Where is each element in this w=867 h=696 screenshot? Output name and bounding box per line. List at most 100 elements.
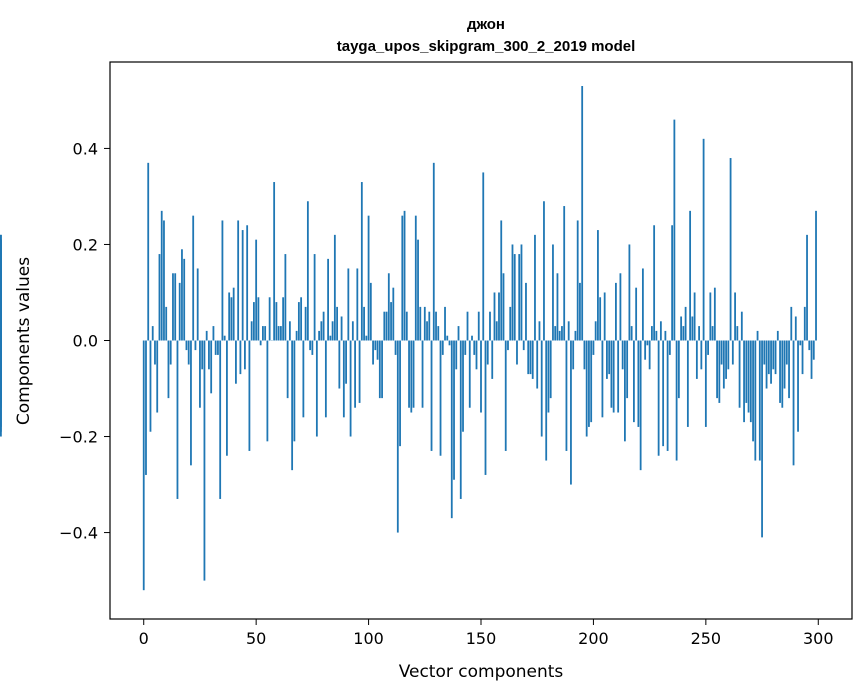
- bar: [340, 316, 343, 341]
- bar: [441, 340, 444, 355]
- bar: [223, 335, 226, 341]
- bar: [570, 340, 572, 485]
- bar: [347, 268, 350, 341]
- bar: [815, 210, 817, 341]
- bar: [210, 340, 213, 394]
- bar: [482, 172, 485, 341]
- bar: [446, 335, 449, 341]
- bar: [812, 340, 815, 360]
- bar: [799, 340, 802, 346]
- y-axis-label: Components values: [14, 257, 34, 425]
- bar: [621, 340, 624, 370]
- bar: [745, 340, 748, 403]
- bar: [707, 340, 709, 355]
- bar: [0, 234, 2, 341]
- bar: [219, 340, 222, 499]
- bar: [235, 340, 237, 384]
- bar: [567, 321, 570, 341]
- bar: [277, 326, 280, 341]
- bar: [543, 201, 545, 341]
- bar: [345, 340, 347, 384]
- bar: [797, 340, 799, 432]
- bar: [754, 340, 757, 461]
- bar: [693, 292, 696, 341]
- bar: [360, 182, 363, 341]
- bar: [437, 326, 440, 341]
- bar: [720, 340, 723, 365]
- bar: [738, 340, 741, 408]
- bar: [262, 326, 264, 341]
- bar: [342, 340, 345, 418]
- bar: [264, 326, 267, 341]
- bar: [387, 273, 390, 341]
- bar: [167, 340, 170, 399]
- bar: [682, 326, 685, 341]
- bar: [300, 297, 303, 341]
- bar: [306, 201, 309, 341]
- bar: [770, 340, 772, 384]
- bar: [185, 340, 188, 351]
- bar: [713, 287, 716, 341]
- bar: [511, 244, 514, 341]
- bar: [772, 340, 775, 370]
- bar: [734, 292, 736, 341]
- bar: [518, 254, 521, 341]
- bar: [230, 297, 233, 341]
- bar: [311, 340, 314, 355]
- bar: [457, 326, 460, 341]
- bar: [349, 340, 352, 437]
- bar: [351, 321, 354, 341]
- bar: [248, 340, 251, 451]
- bar: [662, 340, 665, 447]
- x-tick-label: 150: [466, 629, 497, 648]
- bar: [650, 326, 653, 341]
- bar: [196, 268, 199, 341]
- bar: [145, 340, 147, 475]
- bar: [727, 340, 730, 370]
- bar: [633, 340, 635, 423]
- bar: [565, 340, 568, 451]
- bar: [381, 340, 383, 399]
- bar: [509, 306, 512, 341]
- bar: [214, 340, 217, 355]
- bar: [803, 306, 806, 341]
- bar: [668, 340, 671, 355]
- bar: [522, 340, 525, 351]
- bar: [414, 215, 417, 341]
- bar: [794, 316, 797, 341]
- bar: [554, 326, 557, 341]
- bar: [711, 326, 714, 341]
- bar: [212, 326, 215, 341]
- bar: [552, 244, 554, 341]
- bar: [428, 311, 431, 341]
- bar: [527, 340, 530, 375]
- bar: [378, 340, 381, 399]
- y-tick-label: 0.2: [73, 235, 98, 254]
- bar: [610, 340, 613, 408]
- bar: [680, 316, 683, 341]
- bar: [401, 215, 404, 341]
- bar: [172, 273, 174, 341]
- bar: [612, 340, 615, 413]
- bar: [684, 306, 687, 341]
- bar: [372, 340, 374, 365]
- bar: [327, 258, 329, 341]
- bar: [194, 340, 197, 351]
- bar: [495, 321, 498, 341]
- bar: [702, 138, 705, 341]
- bar: [792, 340, 795, 466]
- bar: [226, 340, 228, 456]
- bar: [302, 340, 305, 418]
- bar: [156, 340, 159, 413]
- bar: [628, 244, 631, 341]
- y-tick-label: 0.4: [73, 139, 98, 158]
- bar: [448, 340, 451, 346]
- bar: [776, 330, 779, 341]
- bar: [160, 210, 163, 341]
- bar: [599, 297, 602, 341]
- bar: [588, 340, 590, 427]
- bar: [561, 326, 563, 341]
- bar: [581, 86, 584, 341]
- bar: [291, 340, 294, 471]
- bar: [579, 282, 581, 341]
